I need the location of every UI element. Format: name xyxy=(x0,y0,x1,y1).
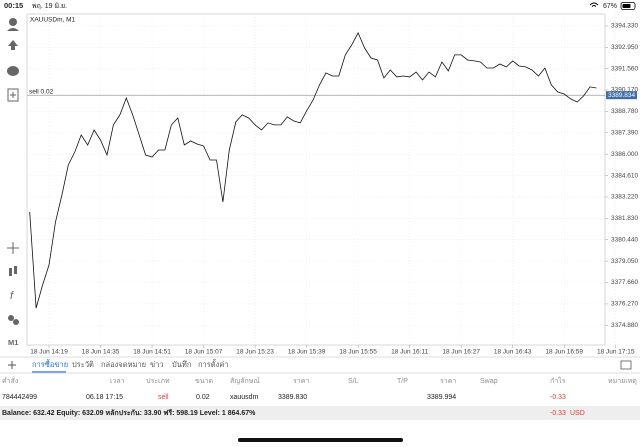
candles-icon-2 xyxy=(14,266,17,274)
y-tick-label: 3391.560 xyxy=(611,65,638,72)
cell[interactable]: sell xyxy=(158,394,169,401)
column-header: ขนาด xyxy=(195,378,213,385)
battery-icon xyxy=(620,2,636,10)
plot-area: 3374.880 3376.270 3377.660 3379.050 3380.440… xyxy=(27,14,638,356)
add-tab-icon[interactable] xyxy=(8,361,16,369)
y-tick-label: 3374.880 xyxy=(611,322,638,329)
objects-icon[interactable] xyxy=(8,315,14,321)
chart-frame xyxy=(26,13,606,346)
trade-icon[interactable] xyxy=(8,40,18,50)
order-line-label: sell 0.02 xyxy=(29,88,54,95)
objects-icon-2 xyxy=(13,319,19,325)
account-icon[interactable] xyxy=(9,18,17,26)
tab[interactable]: การตั้งค่า xyxy=(198,359,229,369)
cell[interactable]: 784442499 xyxy=(2,394,37,401)
x-tick-label: 18 Jun 16:59 xyxy=(545,349,583,356)
tab[interactable]: กล่องจดหมาย xyxy=(101,360,146,369)
y-tick-label: 3394.330 xyxy=(611,23,638,30)
y-tick-label: 3376.270 xyxy=(611,301,638,308)
status-date: พฤ. 19 มิ.ย. xyxy=(32,2,67,10)
x-tick-label: 18 Jun 15:07 xyxy=(185,349,223,356)
x-tick-label: 18 Jun 15:39 xyxy=(288,349,326,356)
bid-label: 3389.834 xyxy=(608,92,635,99)
column-header: ประเภท xyxy=(146,378,170,385)
column-header: กำไร xyxy=(550,376,566,385)
column-header: T/P xyxy=(397,378,408,385)
new-order-plus xyxy=(10,92,16,98)
cell[interactable]: 3389.830 xyxy=(278,394,307,401)
column-header: คำสั่ง xyxy=(2,376,18,385)
cell[interactable]: 0.02 xyxy=(196,394,210,401)
column-header: หมายเหตุ xyxy=(608,378,637,385)
battery-level xyxy=(622,4,631,8)
x-tick-label: 18 Jun 16:11 xyxy=(391,349,428,356)
account-icon-body xyxy=(7,28,19,31)
balance-text: Balance: 632.42 Equity: 632.09 หลักประกั… xyxy=(2,409,256,417)
x-tick-label: 18 Jun 14:19 xyxy=(30,349,68,356)
y-tick-label: 3377.660 xyxy=(611,279,638,286)
trade-table: คำสั่ง เวลา ประเภท ขนาด สัญลักษณ์ ราคา S/L T/P ร… xyxy=(2,376,637,401)
y-tick-label: 3383.220 xyxy=(611,194,638,201)
tab[interactable]: การซื้อขาย xyxy=(32,359,68,369)
x-tick-label: 18 Jun 14:51 xyxy=(133,349,171,356)
chart-title: XAUUSDm, M1 xyxy=(30,17,76,24)
candles-icon[interactable] xyxy=(9,268,12,276)
y-tick-label: 3388.780 xyxy=(611,108,638,115)
y-tick-label: 3386.000 xyxy=(611,151,638,158)
left-toolbar: f xyxy=(7,18,19,325)
column-header: เวลา xyxy=(110,378,125,385)
column-header: S/L xyxy=(348,378,359,385)
tabs: การซื้อขาย ประวัติ กล่องจดหมาย ข่าว บันทึก กา… xyxy=(32,359,229,373)
x-tick-label: 18 Jun 16:27 xyxy=(442,349,480,356)
bid-label-bg xyxy=(606,91,637,100)
x-tick-label: 18 Jun 16:43 xyxy=(494,349,532,356)
y-tick-label: 3380.440 xyxy=(611,236,638,243)
chat-icon[interactable] xyxy=(7,66,19,76)
tab[interactable]: ประวัติ xyxy=(72,360,94,369)
column-header: ราคา xyxy=(293,378,309,385)
x-tick-label: 18 Jun 17:15 xyxy=(597,349,635,356)
cell[interactable]: 3389.994 xyxy=(427,394,456,401)
layout-icon[interactable] xyxy=(620,360,632,370)
y-tick-label: 3390.170 xyxy=(611,87,638,94)
y-tick-label: 3392.950 xyxy=(611,44,638,51)
x-tick-label: 18 Jun 15:55 xyxy=(339,349,377,356)
y-tick-label: 3387.390 xyxy=(611,130,638,137)
y-tick-label: 3384.610 xyxy=(611,172,638,179)
cell[interactable]: 06.18 17:15 xyxy=(86,394,123,401)
tab[interactable]: ข่าว xyxy=(150,360,164,369)
new-order-icon[interactable] xyxy=(7,88,19,102)
balance-bar xyxy=(0,406,640,420)
x-tick-label: 18 Jun 14:35 xyxy=(82,349,120,356)
column-header: สัญลักษณ์ xyxy=(230,377,260,385)
crosshair-icon[interactable] xyxy=(7,242,19,254)
indicator-icon[interactable]: f xyxy=(10,290,14,302)
total-profit: -0.33 xyxy=(550,410,566,417)
cell[interactable]: xauusdm xyxy=(230,394,259,401)
price-line xyxy=(29,31,597,309)
x-tick-label: 18 Jun 15:23 xyxy=(236,349,274,356)
status-time: 00:15 xyxy=(4,1,23,10)
status-battery: 67% xyxy=(603,3,617,10)
y-tick-label: 3379.050 xyxy=(611,258,638,265)
timeframe[interactable]: M1 xyxy=(8,338,18,347)
home-indicator xyxy=(238,438,403,442)
currency: USD xyxy=(570,410,585,417)
tab[interactable]: บันทึก xyxy=(172,360,191,369)
wifi-icon xyxy=(589,2,599,7)
column-header: Swap xyxy=(480,378,498,385)
cell[interactable]: -0.33 xyxy=(550,394,566,401)
y-tick-label: 3381.830 xyxy=(611,215,638,222)
column-header: ราคา xyxy=(440,378,456,385)
